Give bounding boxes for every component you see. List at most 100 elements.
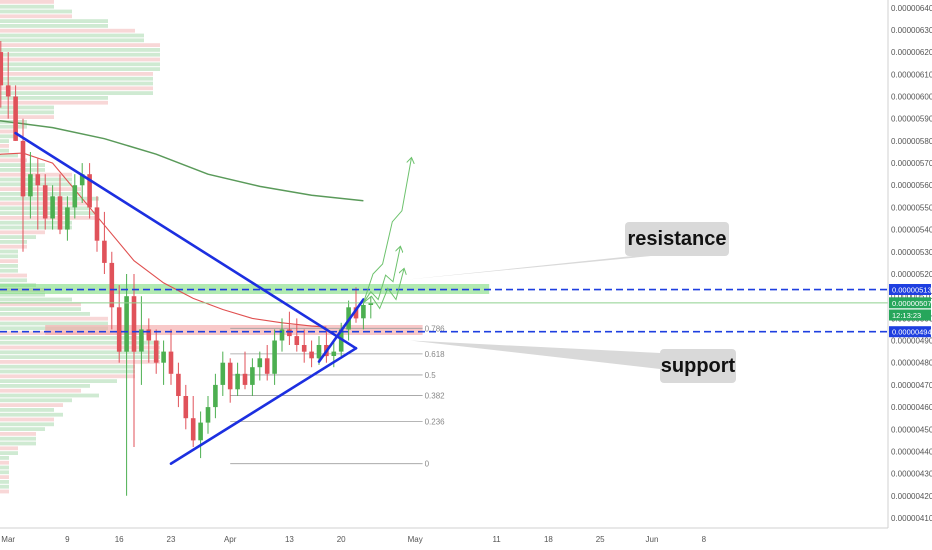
volume-profile-bar [0,484,9,489]
volume-profile-bar [0,417,54,422]
volume-profile-bar [0,14,72,19]
volume-profile-bar [0,369,135,374]
y-tick-label: 0.00000530 [891,248,932,257]
volume-profile-bar [0,115,54,119]
fib-label-0.236: 0.236 [425,418,446,427]
candle-body [242,373,248,385]
resistance-callout-pointer [405,256,651,280]
candle-body [294,336,300,345]
volume-profile-bar [0,139,9,143]
volume-profile-bar [0,427,45,431]
candle-body [279,329,285,341]
volume-profile-bar [0,292,45,297]
volume-profile-bar [0,134,18,139]
volume-profile-bar [0,110,54,115]
volume-profile-bar [0,211,99,215]
volume-profile-bar [0,408,54,412]
y-tick-label: 0.00000490 [891,337,932,346]
candle-body [102,240,107,263]
volume-profile-bar [0,412,63,417]
x-tick-label: 18 [544,535,553,544]
volume-profile-bar [0,62,160,67]
x-tick-label: 23 [167,535,176,544]
fib-label-0.5: 0.5 [425,371,437,380]
volume-profile-bar [0,81,153,86]
volume-profile-bar [0,19,108,23]
candle-body [198,422,203,441]
candle-body [235,373,240,390]
x-tick-label: Mar [1,535,15,544]
candle-body [72,185,78,208]
x-tick-label: May [408,535,423,544]
volume-profile-bar [0,9,72,14]
price-badge [889,326,931,338]
x-tick-label: 9 [65,535,70,544]
ma_long-line [0,120,364,202]
volume-profile-bar [0,432,36,436]
y-tick-label: 0.00000420 [891,492,932,501]
volume-profile-bar [0,364,135,369]
candle-body [94,207,100,241]
y-tick-label: 0.00000590 [891,115,932,124]
candle-body [0,52,4,86]
candle-body [13,96,18,141]
volume-profile-bar [0,398,72,403]
candle-body [338,329,344,352]
candles [0,41,374,496]
x-tick-label: 13 [285,535,294,544]
y-tick-label: 0.00000510 [891,292,932,301]
x-tick-label: 16 [115,535,124,544]
volume-profile-bar [0,43,160,47]
volume-profile-bar [0,67,160,71]
candle-body [205,407,211,423]
volume-profile-bar [0,489,9,494]
horizontal-lines [0,288,888,333]
y-tick-label: 0.00000430 [891,470,932,479]
price-axis: 0.00000640 0.00000630 0.00000620 0.00000610… [887,0,932,550]
candle-body [42,185,48,219]
volume-profile-bar [0,312,90,316]
candle-body [287,329,292,337]
volume-profile-bar [0,225,72,230]
price-badge-label: 0.00000494 [892,328,932,337]
y-tick-label: 0.00000470 [891,381,932,390]
support-callout-pointer [410,340,660,369]
volume-profile-bar [0,302,81,307]
price-axis-bg [888,0,932,550]
candle-body [250,367,255,385]
volume-profile-bar [0,441,36,446]
candle-body [257,358,263,368]
y-tick-label: 0.00000610 [891,70,932,79]
volume-profile-bar [0,216,99,220]
volume-profile-bar [0,360,160,364]
y-tick-label: 0.00000560 [891,181,932,190]
volume-profile-bar [0,268,18,273]
candle-body [139,329,144,352]
x-tick-label: 20 [337,535,346,544]
path-upper-projection [362,158,411,303]
volume-profile-bar [0,307,81,311]
volume-profile-bar [0,129,18,134]
price-badge-label: 12:13:23 [892,311,921,320]
volume-profile-bar [0,187,81,191]
y-tick-label: 0.00000480 [891,359,932,368]
y-tick-label: 0.00000410 [891,514,932,523]
volume-profile-bar [0,393,99,398]
volume-profile-bar [0,297,72,302]
volume-profile-bar [0,470,9,475]
volume-profile-bar [0,273,27,278]
volume-profile-bar [0,220,72,225]
candle-body [57,196,63,230]
volume-profile-bar [0,4,54,9]
ascending-trendline [169,347,358,465]
candle-body [272,340,277,374]
fib-label-0.786: 0.786 [425,324,446,333]
candle-body [213,384,218,408]
candle-body [183,396,189,419]
volume-profile-bar [0,475,9,479]
candle-body [131,296,137,352]
volume-profile-bar [0,24,108,28]
volume-profile-bar [0,340,160,345]
volume-profile-bar [0,456,9,460]
